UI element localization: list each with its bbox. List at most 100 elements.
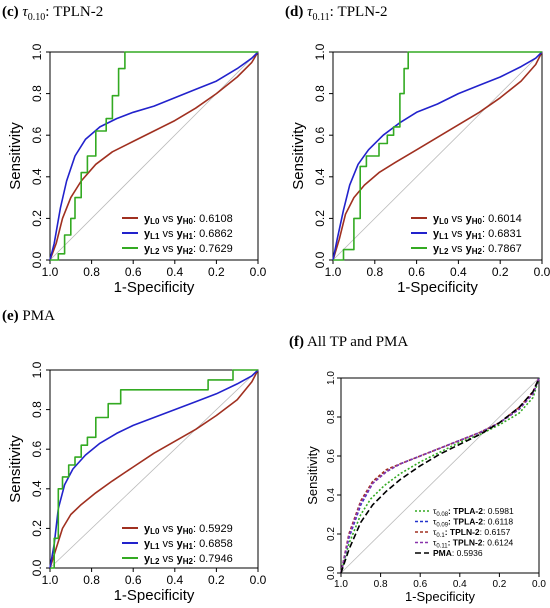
x-tick-label: 1.0	[42, 573, 59, 587]
y-tick-label: 0.2	[30, 210, 44, 227]
legend-auc: : 0.6014	[482, 213, 522, 225]
x-tick-label: 0.4	[453, 579, 467, 590]
panel-title-e: (e) PMA	[2, 308, 55, 325]
x-axis-label: 1-Specificity	[114, 587, 195, 604]
x-tick-label: 0.4	[166, 265, 183, 279]
legend-var-a: y	[144, 538, 151, 550]
legend-auc: : 0.6862	[193, 228, 233, 240]
legend-entry: yL0 vs yH0: 0.5929	[144, 523, 233, 536]
x-tick-label: 0.8	[374, 579, 388, 590]
panel-label: (d)	[285, 4, 304, 20]
roc-series-line	[332, 51, 543, 261]
legend-var-a: y	[433, 228, 440, 240]
y-tick-label: 0.4	[30, 480, 44, 497]
legend-auc: : 0.6124	[483, 538, 514, 548]
title-symbol: τ	[22, 4, 28, 20]
legend-entry: yL2 vs yH2: 0.7946	[144, 553, 233, 566]
legend-entry: τ0.11: TPLN-2: 0.6124	[433, 538, 514, 550]
panel-title-d: (d) τ0.11: TPLN-2	[285, 4, 388, 23]
panel-title-c: (c) τ0.10: TPLN-2	[2, 4, 103, 23]
legend-auc: : 0.6108	[193, 213, 233, 225]
legend-var-a: y	[144, 523, 151, 535]
roc-series-line	[49, 51, 259, 261]
reference-diagonal	[340, 377, 540, 574]
x-axis-label: 1-Specificity	[405, 589, 476, 604]
y-tick-label: 1.0	[30, 361, 44, 378]
legend-entry: yL1 vs yH1: 0.6862	[144, 228, 233, 241]
roc-series-line	[340, 377, 540, 574]
legend-var-a-sub: L0	[439, 217, 449, 226]
legend-name: PMA	[433, 548, 452, 558]
legend-tau: τ	[433, 527, 437, 537]
roc-chart-e: 1.0 0.8 0.6 0.4 0.2 0.0 0.0 0.2 0.4 0.6 0.8 1.0 1-Sp…	[7, 361, 267, 604]
legend-var-b-sub: H1	[183, 542, 194, 551]
legend-entry: yL0 vs yH0: 0.6108	[144, 213, 233, 226]
legend-var-b: y	[177, 243, 184, 255]
y-tick-label: 0.8	[313, 85, 327, 102]
y-axis-label: Sensitivity	[7, 122, 24, 190]
y-tick-label: 0.8	[326, 410, 337, 424]
title-text: : TPLN-2	[45, 4, 104, 20]
legend-vs: vs	[448, 213, 465, 225]
legend-name: : TPLA-2	[448, 506, 483, 516]
roc-panel-d: (d) τ0.11: TPLN-2 1.0 0.8 0.6 0.4 0.2 0.0 0.0 0…	[283, 0, 550, 300]
legend-tau-sub: 0.09	[436, 523, 448, 529]
legend-var-b: y	[177, 228, 184, 240]
roc-panel-e: (e) PMA 1.0 0.8 0.6 0.4 0.2 0.0 0.0 0.2 0.4 0.6 0.…	[0, 308, 275, 608]
x-tick-label: 1.0	[325, 265, 342, 279]
title-text: : TPLN-2	[329, 4, 388, 20]
legend-var-a: y	[144, 243, 151, 255]
title-text: All TP and PMA	[306, 334, 409, 350]
x-tick-label: 0.8	[83, 573, 100, 587]
legend-var-a: y	[144, 228, 151, 240]
x-tick-label: 1.0	[334, 579, 348, 590]
legend-var-b-sub: H0	[183, 527, 194, 536]
legend-var-b: y	[466, 228, 473, 240]
y-tick-label: 1.0	[30, 43, 44, 60]
legend-entry: yL2 vs yH2: 0.7867	[433, 243, 522, 256]
x-tick-label: 0.4	[166, 573, 183, 587]
legend-var-b-sub: H2	[183, 247, 194, 256]
x-tick-label: 0.0	[532, 579, 546, 590]
legend-var-b-sub: H0	[472, 217, 483, 226]
legend-var-b: y	[177, 538, 184, 550]
y-tick-label: 0.4	[313, 168, 327, 185]
y-tick-label: 0.6	[313, 127, 327, 144]
y-tick-label: 0.6	[326, 449, 337, 463]
legend-var-a-sub: L0	[150, 217, 160, 226]
legend-tau: τ	[433, 506, 437, 516]
legend-vs: vs	[159, 523, 176, 535]
legend-var-b-sub: H2	[183, 557, 194, 566]
roc-panel-c: (c) τ0.10: TPLN-2 1.0 0.8 0.6 0.4 0.2 0.0 0.0 0…	[0, 0, 275, 300]
reference-diagonal	[49, 369, 259, 569]
x-tick-label: 0.2	[492, 265, 509, 279]
legend-auc: : 0.6157	[480, 527, 511, 537]
legend-name: : TPLN-2	[448, 538, 483, 548]
legend-var-a-sub: L1	[439, 232, 449, 241]
x-tick-label: 0.2	[492, 579, 506, 590]
x-tick-label: 0.6	[408, 265, 425, 279]
y-tick-label: 0.4	[326, 488, 337, 502]
y-tick-label: 0.6	[30, 127, 44, 144]
y-tick-label: 0.2	[30, 520, 44, 537]
reference-diagonal	[332, 51, 543, 261]
y-tick-label: 0.0	[313, 251, 327, 268]
legend-auc: : 0.6118	[483, 517, 513, 527]
legend-var-a-sub: L0	[150, 527, 160, 536]
x-tick-label: 0.4	[450, 265, 467, 279]
legend-entry: τ0.09: TPLA-2: 0.6118	[433, 517, 513, 529]
panel-label: (f)	[289, 334, 304, 350]
legend-entry: yL1 vs yH1: 0.6831	[433, 228, 522, 241]
x-tick-label: 0.6	[125, 265, 142, 279]
roc-series-line	[340, 377, 540, 574]
x-tick-label: 0.6	[125, 573, 142, 587]
legend-name: : TPLA-2	[448, 517, 483, 527]
panel-label: (c)	[2, 4, 19, 20]
legend-vs: vs	[159, 243, 176, 255]
legend-tau-sub: 0.11	[436, 544, 448, 550]
legend-vs: vs	[159, 538, 176, 550]
y-tick-label: 0.8	[30, 85, 44, 102]
legend-auc: : 0.6831	[482, 228, 522, 240]
